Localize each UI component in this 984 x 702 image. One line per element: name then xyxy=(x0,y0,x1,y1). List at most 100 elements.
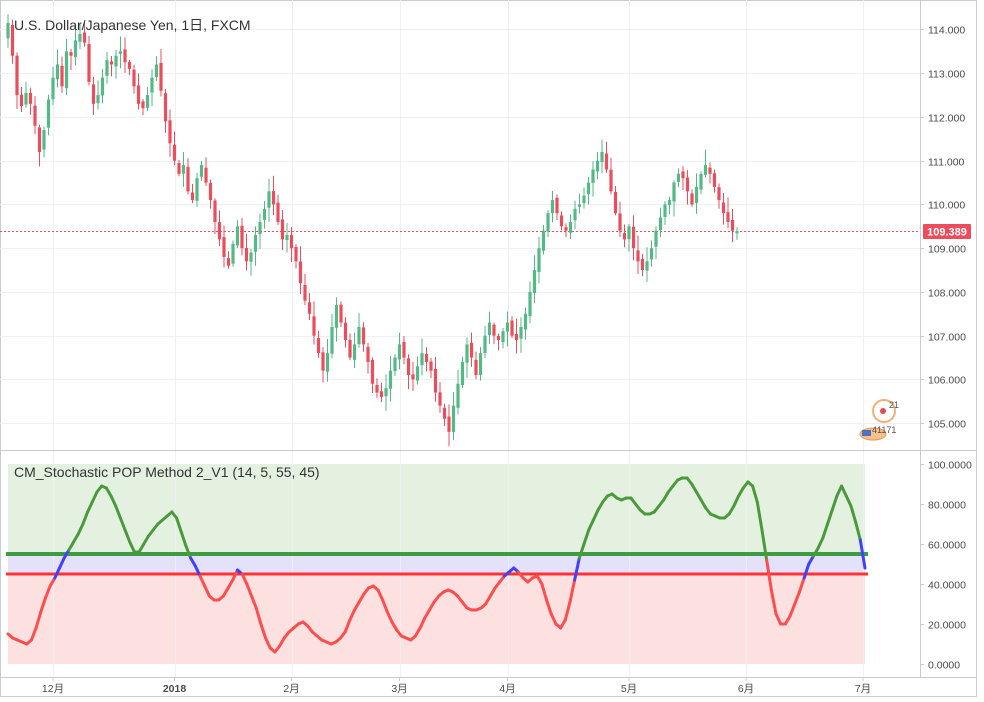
candle-body xyxy=(258,221,262,235)
stochastic-segment xyxy=(343,618,352,634)
candle-body xyxy=(604,153,609,170)
candle-body xyxy=(699,173,703,190)
candle-body xyxy=(433,368,438,393)
stochastic-segment xyxy=(699,498,708,510)
candle-body xyxy=(537,248,541,272)
candle-body xyxy=(334,305,339,328)
candle-body xyxy=(388,370,393,389)
candle-body xyxy=(384,388,388,397)
stochastic-segment xyxy=(58,556,66,570)
candle-body xyxy=(438,392,442,406)
candle-body xyxy=(492,324,496,336)
price-tick-label: 110.000 xyxy=(928,200,965,212)
stochastic-segment xyxy=(802,562,811,580)
candle-body xyxy=(402,341,406,358)
candle-body xyxy=(523,313,528,330)
candle-body xyxy=(663,204,667,217)
candle-body xyxy=(190,192,195,201)
candle-body xyxy=(24,92,28,105)
candle-body xyxy=(717,187,721,201)
candle-body xyxy=(285,235,289,241)
stochastic-segment xyxy=(118,516,127,532)
watermark-text-1: 21 xyxy=(889,400,899,410)
stochastic-segment xyxy=(840,484,848,498)
stochastic-segment xyxy=(221,586,230,598)
candle-body xyxy=(595,160,600,172)
candle-body xyxy=(249,252,253,262)
stochastic-segment xyxy=(413,626,422,638)
indicator-title: CM_Stochastic POP Method 2_V1 (14, 5, 55… xyxy=(14,464,320,480)
candle-body xyxy=(726,212,730,222)
candle-body xyxy=(33,105,37,126)
time-tick-label: 6月 xyxy=(738,683,754,695)
candle-body xyxy=(136,85,141,104)
candle-body xyxy=(253,235,258,252)
stochastic-segment xyxy=(109,494,118,508)
stochastic-segment xyxy=(737,486,745,498)
stochastic-segment xyxy=(278,636,286,648)
stochastic-segment xyxy=(690,482,698,494)
stochastic-segment xyxy=(830,494,839,512)
price-tick-label: 109.000 xyxy=(928,244,966,256)
candle-body xyxy=(267,191,271,208)
price-tick-label: 112.000 xyxy=(928,113,965,125)
price-tick-label: 106.000 xyxy=(928,375,966,387)
candle-body xyxy=(690,193,694,205)
candle-body xyxy=(352,344,357,360)
candle-body xyxy=(487,322,492,336)
candlestick-series xyxy=(6,14,739,447)
candle-body xyxy=(559,215,564,227)
candle-body xyxy=(213,200,217,222)
indicator-axis[interactable]: 100.0000 80.0000 60.0000 40.0000 20.0000 0.00… xyxy=(920,460,972,672)
stochastic-segment xyxy=(381,598,389,614)
candle-body xyxy=(411,374,415,380)
stochastic-segment xyxy=(123,528,132,544)
stochastic-segment xyxy=(114,504,122,520)
candle-body xyxy=(370,360,375,384)
time-tick-label: 12月 xyxy=(42,683,64,695)
candle-body xyxy=(51,77,55,100)
stochastic-segment xyxy=(793,590,801,606)
stochastic-segment xyxy=(760,528,769,562)
stochastic-segment xyxy=(189,556,197,568)
candle-body xyxy=(703,165,708,175)
candle-body xyxy=(208,183,213,201)
stochastic-segment xyxy=(259,622,268,640)
indicator-pane[interactable] xyxy=(6,451,868,677)
candle-body xyxy=(244,247,249,262)
price-pane[interactable] xyxy=(0,0,920,450)
stochastic-segment xyxy=(788,602,797,618)
watermark-dot-icon xyxy=(880,408,886,414)
time-tick-label: 3月 xyxy=(391,683,407,695)
stochastic-segment xyxy=(240,572,249,586)
candle-body xyxy=(343,322,348,341)
candle-body xyxy=(582,195,586,204)
stochastic-zones xyxy=(8,464,865,664)
time-axis[interactable]: 12月 2018 2月 3月 4月 5月 6月 7月 xyxy=(42,677,871,695)
candle-body xyxy=(60,65,64,87)
stochastic-segment xyxy=(62,548,71,560)
stochastic-segment xyxy=(353,600,361,612)
candle-body xyxy=(555,197,559,214)
candle-body xyxy=(19,94,24,107)
candle-body xyxy=(321,352,325,371)
candle-body xyxy=(289,235,294,249)
stochastic-segment xyxy=(198,574,207,588)
candle-body xyxy=(478,353,483,376)
stochastic-segment xyxy=(765,558,773,592)
stochastic-segment xyxy=(184,544,193,560)
indicator-tick-label: 0.0000 xyxy=(928,660,960,672)
stochastic-segment xyxy=(816,536,825,550)
price-axis[interactable]: 114.000 113.000 112.000 111.000 110.000 109.0… xyxy=(920,25,966,431)
stochastic-segment xyxy=(821,522,830,540)
candle-body xyxy=(298,261,303,284)
neutral-zone xyxy=(8,554,865,574)
stochastic-segment xyxy=(732,494,741,508)
candle-body xyxy=(442,407,447,419)
candle-body xyxy=(109,61,114,65)
candle-body xyxy=(735,231,739,234)
price-tick-label: 113.000 xyxy=(928,69,965,81)
candle-body xyxy=(541,230,546,251)
candle-body xyxy=(168,120,172,144)
stochastic-segment xyxy=(427,600,436,612)
